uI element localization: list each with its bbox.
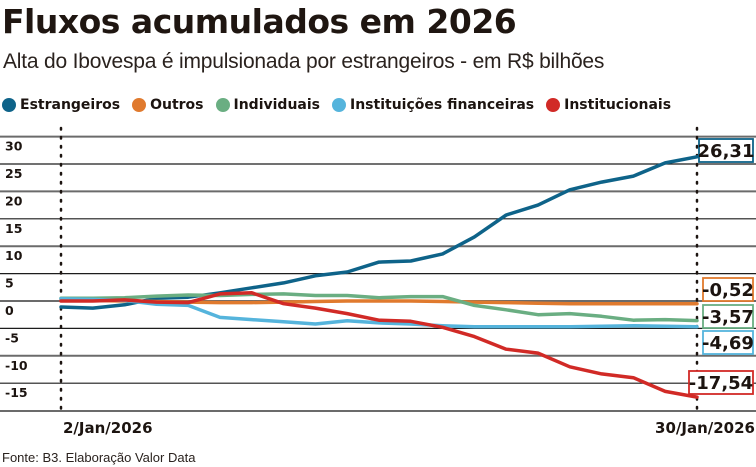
legend-dot-icon	[546, 98, 561, 112]
legend-label: Estrangeiros	[20, 97, 121, 113]
end-label-value: -0,52	[702, 280, 754, 301]
y-tick-label: 15	[5, 221, 22, 236]
y-tick-label: 30	[5, 139, 23, 154]
x-tick-label-end: 30/Jan/2026	[655, 419, 755, 437]
x-axis-ticks: 2/Jan/2026 30/Jan/2026	[63, 419, 755, 437]
legend-label: Institucionais	[564, 97, 672, 113]
y-tick-label: 25	[5, 166, 22, 181]
legend-dot-icon	[132, 98, 147, 112]
source-note: Fonte: B3. Elaboração Valor Data	[2, 450, 196, 465]
legend-item-institucionais: Institucionais	[546, 97, 671, 113]
legend-item-individuais: Individuais	[215, 97, 321, 113]
legend-item-instituicoes-financeiras: Instituições financeiras	[332, 97, 534, 113]
end-label-outros: -0,52	[702, 277, 754, 302]
series-line-institui-es-financeiras	[59, 297, 699, 329]
end-label-value: -4,69	[702, 333, 754, 354]
end-label-box	[698, 138, 754, 163]
y-tick-label: -15	[5, 385, 28, 400]
end-label-box	[702, 330, 754, 355]
end-label-box	[702, 304, 754, 329]
end-label-institui-es-financeiras: -4,69	[702, 330, 754, 355]
end-label-box	[702, 277, 754, 302]
end-label-institucionais: -17,54	[688, 370, 754, 395]
series-lines	[59, 155, 699, 399]
y-tick-label: -10	[5, 358, 28, 373]
y-tick-label: -5	[5, 330, 19, 345]
y-tick-label: 20	[5, 193, 23, 208]
y-tick-label: 0	[5, 303, 14, 318]
end-label-estrangeiros: 26,31	[698, 138, 755, 163]
series-line-estrangeiros	[59, 155, 699, 310]
chart-subtitle: Alta do Ibovespa é impulsionada por estr…	[3, 50, 605, 73]
legend-item-outros: Outros	[132, 97, 204, 113]
series-line-institucionais	[59, 291, 699, 399]
end-label-value: -17,54	[689, 373, 753, 394]
end-label-individuais: -3,57	[702, 304, 754, 329]
legend-dot-icon	[332, 98, 346, 112]
end-label-box	[688, 370, 754, 395]
series-line-individuais	[59, 292, 699, 323]
legend-label: Outros	[150, 97, 204, 113]
y-tick-label: 5	[5, 276, 14, 291]
y-tick-label: 10	[5, 248, 23, 263]
legend-item-estrangeiros: Estrangeiros	[2, 97, 120, 113]
legend-dot-icon	[2, 98, 16, 112]
reference-lines	[59, 126, 699, 411]
legend-label: Instituições financeiras	[350, 97, 535, 113]
legend-dot-icon	[215, 98, 230, 112]
end-label-value: 26,31	[698, 141, 755, 162]
x-tick-label-start: 2/Jan/2026	[63, 419, 153, 437]
legend-label: Individuais	[233, 97, 321, 113]
chart-title: Fluxos acumulados em 2026	[2, 2, 517, 41]
gridlines	[0, 135, 756, 412]
end-labels: 26,31 -0,52 -3,57 -4,69 -17,54	[688, 138, 755, 395]
end-label-value: -3,57	[702, 307, 754, 328]
chart-legend: Estrangeiros Outros Individuais Institui…	[2, 97, 683, 113]
y-axis-ticks: 30 25 20 15 10 5 0 -5 -10 -15	[5, 139, 28, 401]
